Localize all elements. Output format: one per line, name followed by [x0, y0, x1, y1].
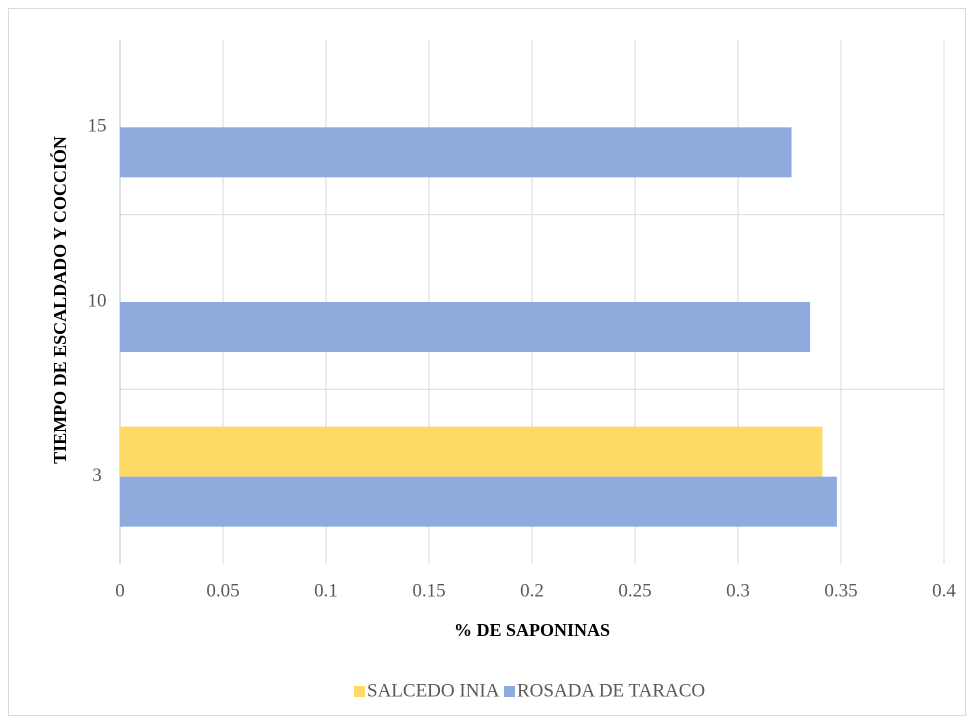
bar — [120, 426, 823, 477]
x-tick-label: 0.35 — [824, 580, 857, 601]
y-tick-label: 3 — [92, 465, 102, 486]
x-tick-label: 0.25 — [618, 580, 651, 601]
bar — [120, 476, 837, 527]
chart-border — [8, 8, 966, 716]
x-tick-label: 0.1 — [314, 580, 338, 601]
x-tick-label: 0.15 — [412, 580, 445, 601]
x-tick-label: 0.2 — [520, 580, 544, 601]
y-tick-label: 10 — [88, 290, 107, 311]
legend-label: SALCEDO INIA — [367, 680, 500, 701]
x-tick-label: 0.4 — [932, 580, 956, 601]
legend-swatch — [354, 686, 365, 697]
legend-label: ROSADA DE TARACO — [517, 680, 705, 701]
x-tick-label: 0.05 — [206, 580, 239, 601]
legend-swatch — [504, 686, 515, 697]
bar — [120, 302, 811, 352]
y-tick-label: 15 — [88, 116, 107, 137]
x-tick-label: 0 — [115, 580, 125, 601]
x-tick-label: 0.3 — [726, 580, 750, 601]
x-axis-title: % DE SAPONINAS — [454, 620, 610, 640]
bar — [120, 127, 792, 178]
y-axis-title: TIEMPO DE ESCALDADO Y COCCIÓN — [49, 136, 70, 464]
